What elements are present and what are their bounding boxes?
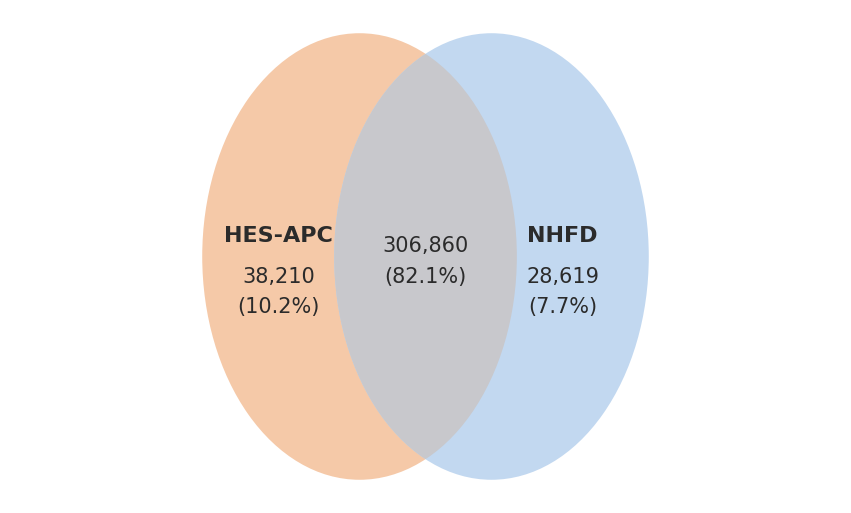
Text: 306,860: 306,860 <box>382 236 469 256</box>
Ellipse shape <box>203 33 517 480</box>
Text: NHFD: NHFD <box>528 226 597 246</box>
Ellipse shape <box>334 33 648 480</box>
Ellipse shape <box>203 33 517 480</box>
Text: HES-APC: HES-APC <box>224 226 333 246</box>
Text: (7.7%): (7.7%) <box>528 297 597 317</box>
Text: (82.1%): (82.1%) <box>385 267 466 287</box>
Text: 28,619: 28,619 <box>526 267 599 287</box>
Text: (10.2%): (10.2%) <box>237 297 319 317</box>
Text: 38,210: 38,210 <box>242 267 315 287</box>
